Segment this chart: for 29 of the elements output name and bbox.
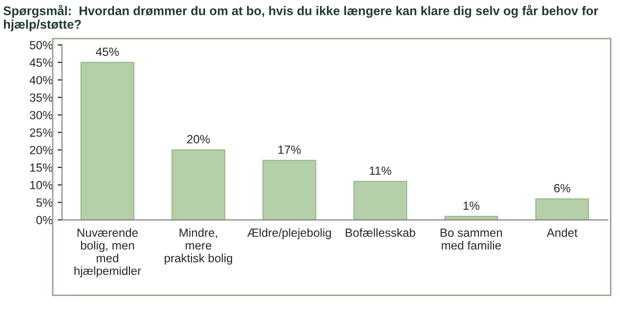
data-label: 20%	[187, 135, 210, 144]
y-tick-label: 40%	[30, 76, 53, 84]
y-tick-label: 45%	[30, 58, 53, 67]
x-tick-label: Ældre/plejebolig	[247, 228, 331, 240]
y-tick-label: 35%	[30, 93, 53, 102]
bar	[171, 149, 226, 220]
data-label: 1%	[464, 202, 480, 210]
data-label: 11%	[370, 166, 392, 175]
bar	[353, 180, 408, 220]
y-tick-label: 50%	[30, 40, 53, 50]
y-tick-label: 5%	[36, 198, 53, 207]
x-tick-label: Andet	[546, 228, 578, 237]
x-tick-label: Mindre, mere praktisk bolig	[164, 228, 232, 265]
data-label: 17%	[278, 146, 301, 154]
data-label: 6%	[554, 184, 570, 192]
x-tick-label: Bofællesskab	[346, 228, 416, 237]
y-tick-label: 25%	[30, 128, 53, 137]
x-tick-label: Nuværende bolig, men med hjælpemidler	[74, 228, 142, 278]
y-tick-label: 0%	[36, 216, 53, 224]
x-tick-label: Bo sammen med familie	[440, 228, 502, 250]
bar	[80, 62, 134, 220]
y-tick-label: 10%	[30, 180, 53, 190]
data-label: 45%	[96, 48, 119, 56]
bar	[262, 160, 316, 220]
y-tick-label: 20%	[30, 146, 53, 154]
chart-title: Spørgsmål: Hvordan drømmer du om at bo, hvis du ikke længere kan klare dig selv og får behov for hjælp/støtte?	[3, 4, 598, 32]
bar	[535, 198, 590, 220]
y-tick-label: 30%	[30, 110, 53, 120]
y-tick-label: 15%	[30, 163, 53, 172]
